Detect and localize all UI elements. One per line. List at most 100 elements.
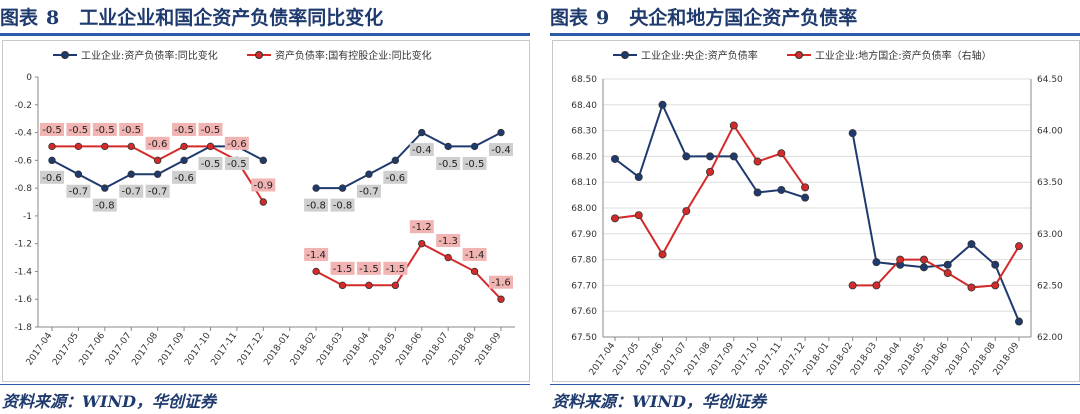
data-point [611, 154, 620, 163]
left-chart-frame: 工业企业:资产负债率:同比变化 资产负债率:国有控股企业:同比变化 0 -0.2 -… [2, 40, 530, 382]
data-label-box [330, 198, 355, 212]
data-label-box [489, 275, 513, 289]
left-chart-title: 图表 8 工业企业和国企资产负债率同比变化 [0, 3, 383, 30]
data-point [848, 281, 857, 290]
data-point [338, 184, 347, 192]
y-left-tick-label: 67.60 [571, 307, 597, 317]
data-point [418, 239, 426, 248]
data-label: -0.5 [201, 159, 221, 170]
data-label: -1.4 [306, 250, 326, 261]
data-label: -0.6 [148, 139, 168, 150]
data-label-box [462, 247, 487, 261]
legend-label: 资产负债率:国有控股企业:同比变化 [274, 51, 432, 62]
right-chart-svg: 68.50 68.40 68.30 68.20 68.10 68.00 67.90 67.80… [571, 75, 1063, 378]
data-point [943, 269, 952, 278]
data-label-box [356, 184, 381, 198]
data-point [338, 281, 347, 290]
y-right-tick-label: 62.50 [1037, 281, 1063, 291]
left-legend-item-2: 资产负债率:国有控股企业:同比变化 [246, 47, 432, 62]
data-point [753, 157, 762, 166]
data-point [991, 281, 1000, 290]
data-point [153, 170, 162, 178]
data-point [658, 100, 667, 109]
y-tick-label: -0.2 [14, 101, 32, 111]
data-label-box [489, 143, 513, 157]
data-label: -0.5 [201, 125, 221, 136]
data-point [706, 167, 715, 176]
series-line-1 [614, 102, 1020, 322]
data-label: -0.9 [254, 181, 274, 192]
data-label-box [409, 143, 434, 157]
data-label: -0.5 [42, 125, 62, 136]
data-label: -0.6 [227, 139, 247, 150]
y-left-tick-label: 68.00 [571, 204, 597, 214]
y-left-tick-label: 68.10 [571, 178, 597, 188]
data-label-box [436, 234, 461, 248]
left-title-text: 工业企业和国企资产负债率同比变化 [79, 7, 384, 29]
data-point [729, 152, 738, 161]
data-point [74, 170, 83, 178]
y-tick-label: 0 [26, 73, 32, 83]
y-left-tick-label: 67.70 [571, 281, 597, 291]
data-label-box [304, 247, 329, 261]
y-left-tick-label: 68.50 [571, 75, 597, 85]
data-point [919, 263, 928, 272]
data-point [312, 184, 320, 192]
data-label-box [40, 122, 64, 136]
data-point [729, 121, 738, 130]
data-label-box [409, 220, 434, 234]
data-label: -1.5 [359, 264, 379, 275]
right-legend: 工业企业:央企:资产负债率 工业企业:地方国企:资产负债率（右轴） [613, 47, 1018, 62]
y-right-tick-label: 63.50 [1037, 178, 1063, 188]
y-right-tick-label: 62.00 [1037, 333, 1063, 343]
data-point [444, 142, 452, 151]
data-point [365, 170, 373, 178]
data-label-box [436, 156, 461, 170]
data-label: -0.5 [227, 159, 247, 170]
data-label-box [251, 178, 276, 192]
left-title-rule [0, 33, 530, 36]
data-point [682, 207, 691, 216]
data-label: -1.6 [491, 278, 511, 289]
data-point [848, 129, 857, 138]
legend-swatch-red [786, 50, 811, 60]
y-tick-label: -1.2 [14, 240, 32, 250]
data-point [391, 156, 400, 165]
data-label: -1.3 [438, 236, 458, 247]
data-label-box [224, 136, 249, 150]
x-tick-label: 2018-09 [474, 331, 504, 368]
data-point [180, 142, 188, 151]
right-title-rule [550, 33, 1080, 36]
series-line-1 [51, 131, 502, 190]
data-point [872, 281, 881, 290]
data-point [444, 253, 452, 262]
data-point [777, 149, 786, 158]
y-left-tick-label: 67.90 [571, 230, 597, 240]
data-label-box [224, 156, 249, 170]
data-point [611, 214, 620, 223]
data-point [991, 260, 1000, 269]
data-point [1014, 242, 1023, 251]
data-label-box [119, 122, 144, 136]
data-point [801, 193, 810, 202]
left-bottom-rule [0, 384, 530, 385]
data-point [206, 142, 215, 151]
data-label-box [66, 184, 91, 198]
data-point [391, 281, 400, 290]
legend-swatch-navy [53, 50, 77, 60]
data-label: -1.2 [412, 222, 432, 233]
data-point [127, 170, 135, 178]
data-point [919, 255, 928, 264]
data-point [497, 295, 505, 303]
data-label-box [172, 122, 197, 136]
data-point [312, 267, 320, 276]
data-label: -0.5 [174, 125, 194, 136]
legend-label: 工业企业:资产负债率:同比变化 [81, 51, 218, 62]
data-label-box [383, 170, 408, 184]
data-label: -0.7 [121, 187, 141, 198]
left-title-num: 8 [46, 7, 60, 29]
data-point [153, 156, 162, 165]
right-bottom-rule [550, 384, 1080, 385]
y-tick-label: -1.8 [14, 323, 32, 333]
data-label: -0.5 [465, 159, 485, 170]
